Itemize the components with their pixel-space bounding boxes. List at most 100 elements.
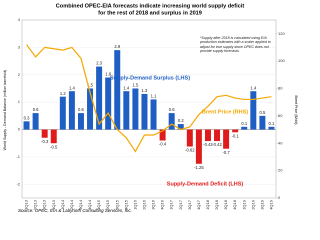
annotation: Brent Price (RHS) <box>202 109 248 115</box>
value-label: 1.4 <box>250 85 256 90</box>
value-label: -0.3 <box>41 139 49 144</box>
bar <box>159 129 166 141</box>
y-tick-label: 2 <box>18 72 21 77</box>
x-tick-label: 4Q16 <box>160 199 165 210</box>
y2-tick-label: 120 <box>278 31 285 36</box>
x-tick-label: 3Q15 <box>114 199 119 210</box>
y2-tick-label: 80 <box>278 86 283 91</box>
bar <box>50 129 57 144</box>
value-label: 1.4 <box>123 85 129 90</box>
bar <box>68 91 75 130</box>
bar <box>41 129 48 138</box>
value-label: 0.1 <box>241 121 247 126</box>
bar <box>195 129 202 164</box>
x-tick-label: 2Q19 <box>250 199 255 210</box>
x-tick-label: 3Q17 <box>187 199 192 210</box>
note-box: *Supply after 2018 is calculated using E… <box>200 36 271 54</box>
bar <box>232 129 239 133</box>
note: *Supply after 2018 is calculated using E… <box>200 36 271 54</box>
x-tick-label: 2Q13 <box>33 199 38 210</box>
y-tick-label: 3 <box>18 44 21 49</box>
value-label: 1.2 <box>60 91 66 96</box>
x-tick-label: 4Q19 <box>269 199 274 210</box>
bar <box>96 66 103 130</box>
value-label: -0.42 <box>212 142 222 147</box>
x-tick-label: 1Q13 <box>24 199 29 210</box>
x-tick-label: 2Q16 <box>142 199 147 210</box>
x-tick-label: 3Q16 <box>151 199 156 210</box>
x-tick-label: 3Q13 <box>42 199 47 210</box>
x-tick-label: 3Q18 <box>223 199 228 210</box>
x-tick-label: 4Q13 <box>51 199 56 210</box>
value-label: 1.5 <box>132 83 138 88</box>
x-tick-label: 2Q14 <box>69 199 74 210</box>
value-label: 0.6 <box>33 107 39 112</box>
value-label: 0.2 <box>178 118 184 123</box>
value-label: 2.3 <box>96 61 102 66</box>
value-label: 1.9 <box>105 72 111 77</box>
value-label: 1.3 <box>142 88 148 93</box>
bar <box>177 124 184 130</box>
bar <box>105 77 112 130</box>
value-label: -0.1 <box>232 133 240 138</box>
x-tick-label: 4Q14 <box>87 199 92 210</box>
value-label: 0.6 <box>78 107 84 112</box>
annotation: Supply-Demand Deficit (LHS) <box>167 181 244 187</box>
y-tick-label: 0 <box>18 127 21 132</box>
y2-tick-label: 20 <box>278 168 283 173</box>
y2-tick-label: 100 <box>278 58 285 63</box>
value-label: 0.6 <box>169 107 175 112</box>
bar <box>223 129 230 149</box>
x-tick-label: 1Q15 <box>96 199 101 210</box>
x-tick-label: 1Q17 <box>169 199 174 210</box>
bar <box>150 99 157 130</box>
y-tick-label: 4 <box>18 17 21 22</box>
chart-title: Combined OPEC-EIA forecasts indicate inc… <box>56 3 245 9</box>
bar <box>204 129 211 142</box>
bar <box>241 126 248 130</box>
x-tick-label: 4Q17 <box>196 199 201 210</box>
x-tick-label: 2Q18 <box>214 199 219 210</box>
bar <box>77 113 84 130</box>
y-tick-label: -2 <box>16 181 20 186</box>
x-tick-label: 1Q18 <box>205 199 210 210</box>
bar <box>250 91 257 130</box>
value-label: -0.7 <box>222 150 230 155</box>
source: Source: OPEC, EIA & Labyrinth Consulting… <box>18 208 132 213</box>
x-tick-label: 1Q14 <box>60 199 65 210</box>
value-label: 1.1 <box>151 94 157 99</box>
value-label: 1.5 <box>87 83 93 88</box>
y-axis-label: World Supply - Demand Balance (million b… <box>3 70 7 151</box>
x-tick-label: 3Q19 <box>259 199 264 210</box>
x-tick-label: 4Q15 <box>123 199 128 210</box>
value-label: -0.42 <box>203 142 213 147</box>
y2-tick-label: 40 <box>278 140 283 145</box>
x-tick-label: 2Q17 <box>178 199 183 210</box>
bar <box>32 113 39 130</box>
x-tick-label: 1Q16 <box>132 199 137 210</box>
value-label: 2.9 <box>114 44 120 49</box>
x-tick-label: 2Q15 <box>105 199 110 210</box>
value-label: 0.1 <box>269 121 275 126</box>
value-label: 1.4 <box>69 85 75 90</box>
bar <box>168 113 175 130</box>
bar <box>87 88 94 130</box>
background <box>0 0 300 217</box>
bar <box>268 126 275 130</box>
value-label: -0.5 <box>50 144 58 149</box>
chart: Combined OPEC-EIA forecasts indicate inc… <box>0 0 300 217</box>
y-tick-label: -1 <box>16 154 20 159</box>
value-label: 0.3 <box>24 115 30 120</box>
y2-tick-label: 0 <box>278 195 281 200</box>
y2-tick-label: 60 <box>278 113 283 118</box>
x-tick-label: 3Q14 <box>78 199 83 210</box>
bar <box>123 91 130 130</box>
bar <box>59 96 66 130</box>
y2-axis-label: Brent Price ($/bbl) <box>294 96 298 125</box>
x-tick-label: 4Q18 <box>232 199 237 210</box>
bar <box>23 121 30 130</box>
bar <box>259 115 266 130</box>
x-tick-label: 1Q19 <box>241 199 246 210</box>
y-tick-label: 1 <box>18 99 21 104</box>
value-label: -1.25 <box>194 165 204 170</box>
